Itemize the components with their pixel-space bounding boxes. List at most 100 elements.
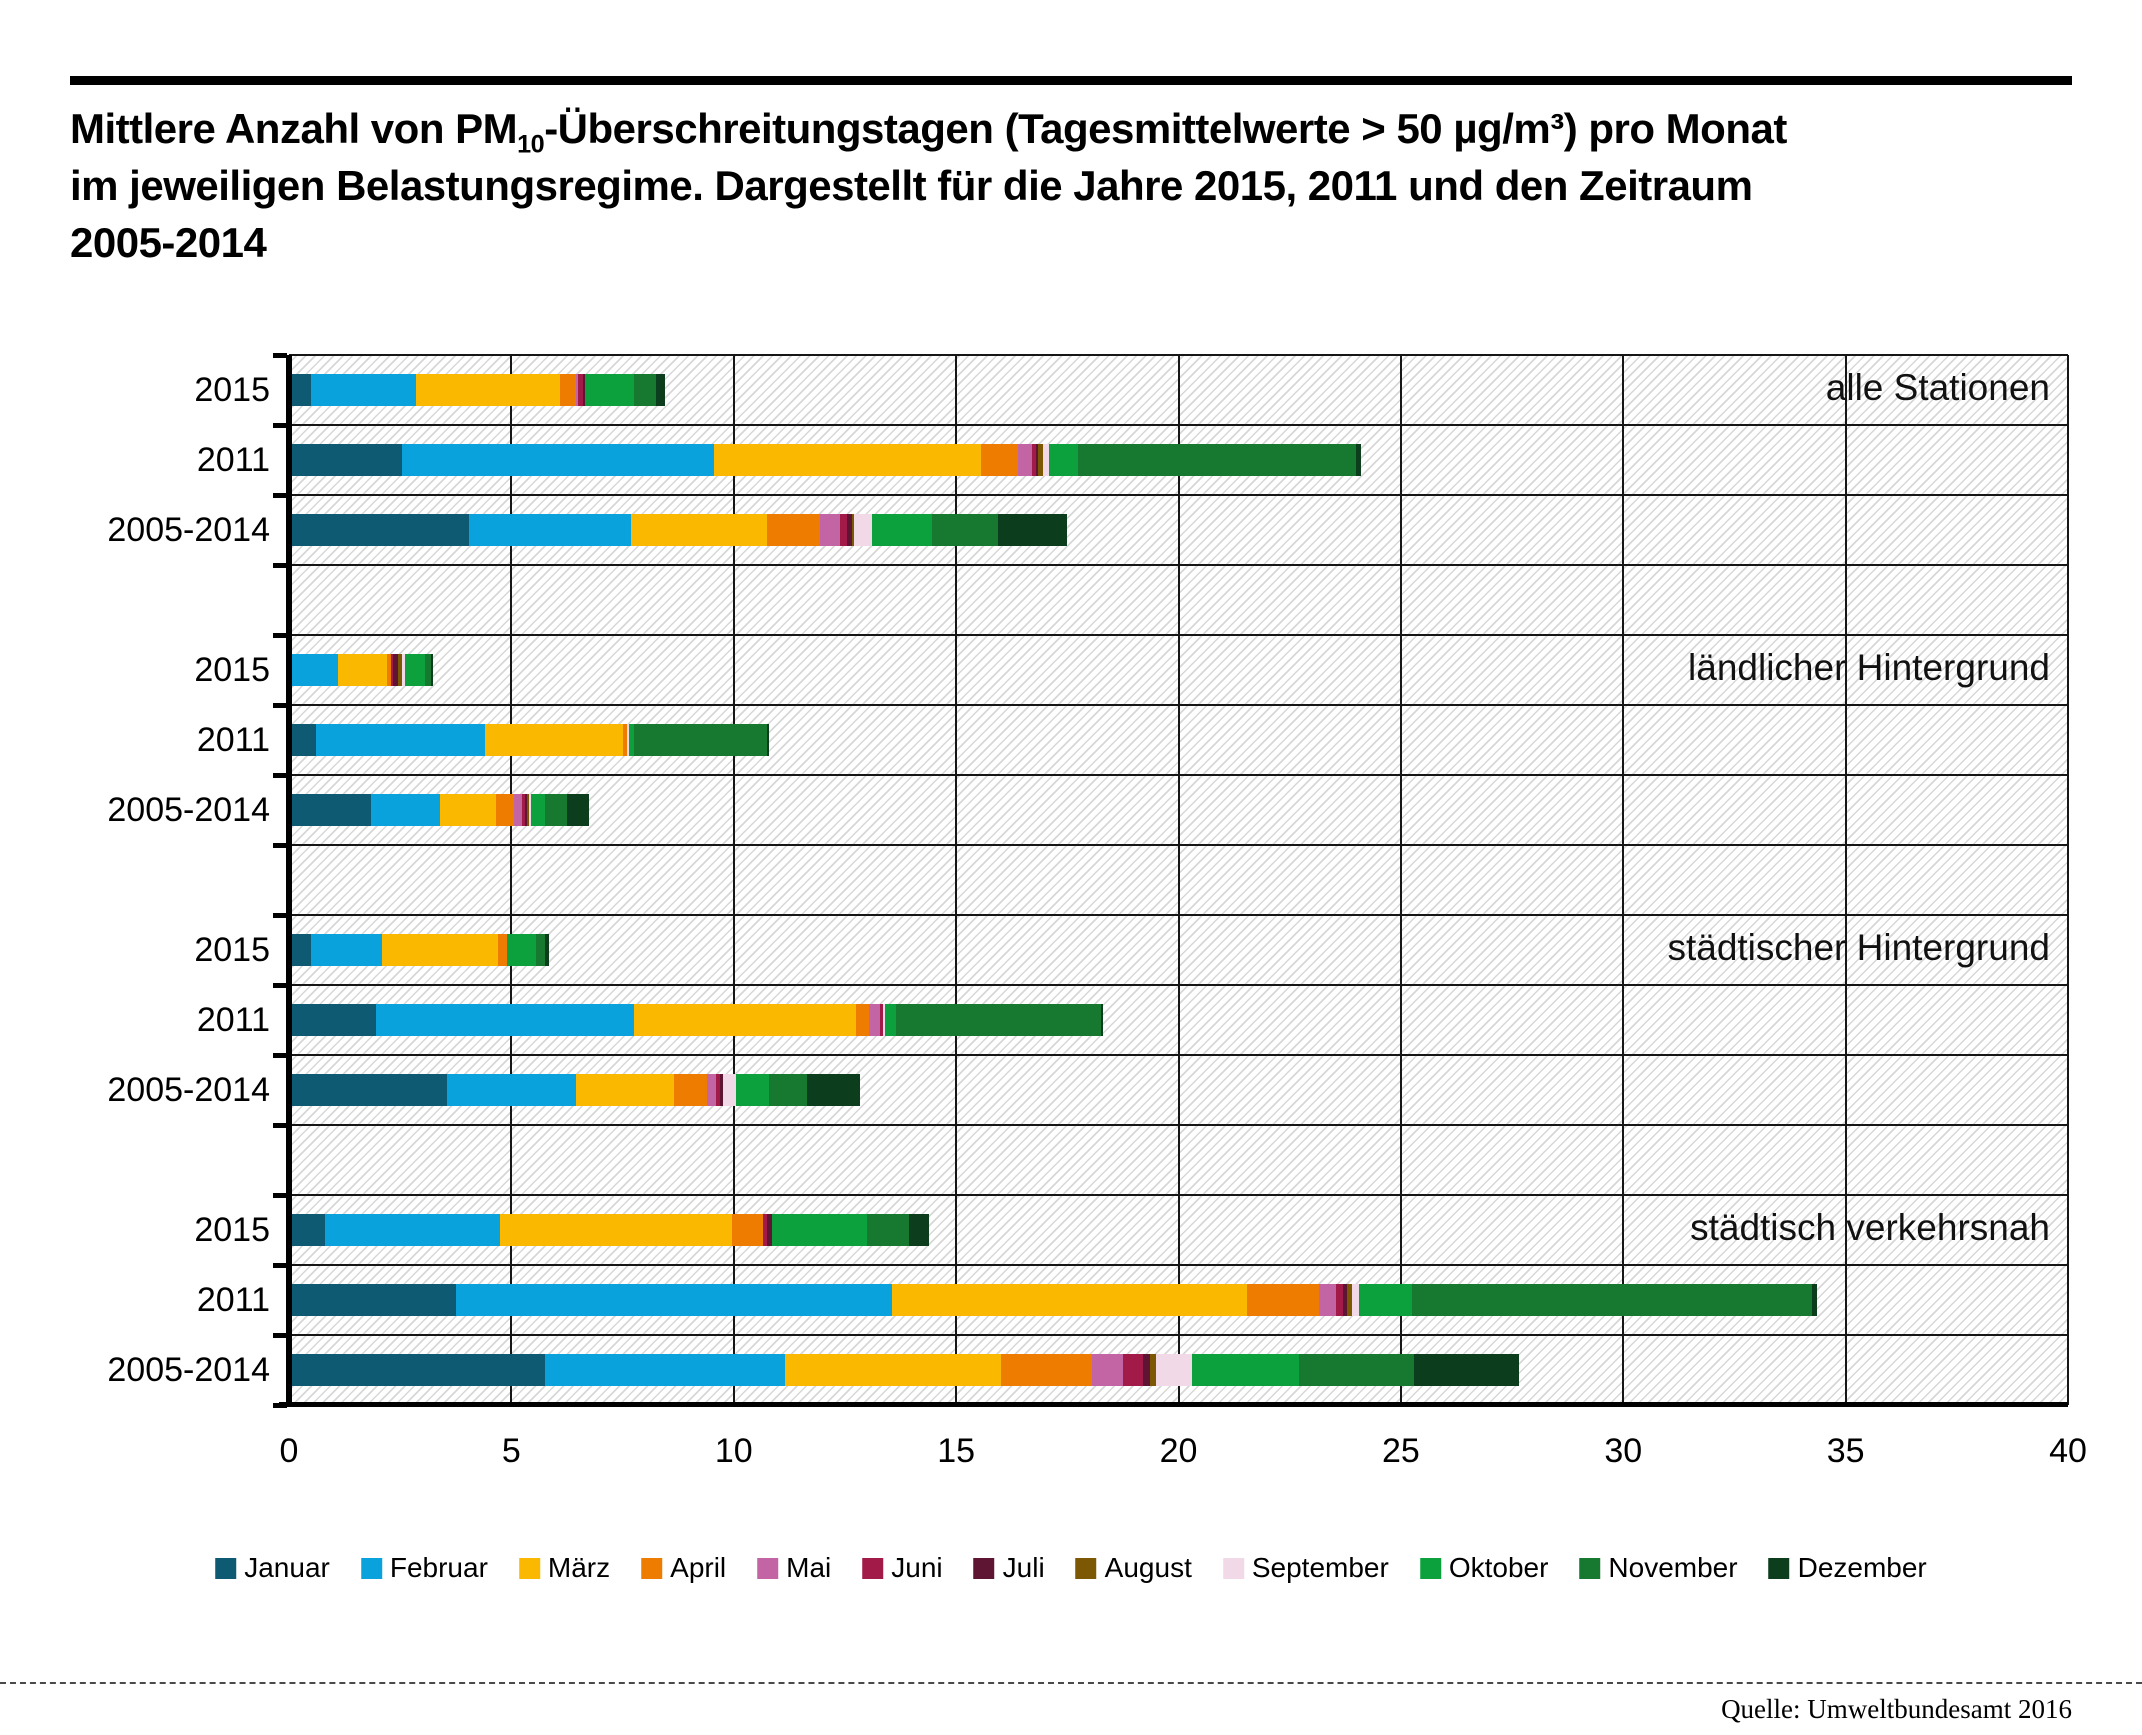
bar-segment-mai xyxy=(575,374,579,406)
bar-segment-märz xyxy=(337,654,387,686)
x-axis-tick-label: 20 xyxy=(1159,1432,1198,1470)
bar-segment-september xyxy=(1042,444,1050,476)
stacked-bar xyxy=(289,374,665,406)
row-label-year: 2005-2014 xyxy=(107,511,270,549)
bar-segment-märz xyxy=(713,444,981,476)
bar-segment-januar xyxy=(289,794,372,826)
x-axis-tick-label: 10 xyxy=(714,1432,753,1470)
bar-segment-märz xyxy=(500,1214,732,1246)
value-gridline xyxy=(955,355,958,1405)
bar-segment-dezember xyxy=(1414,1354,1519,1386)
bar-segment-september xyxy=(1351,1284,1359,1316)
bar-segment-oktober xyxy=(629,724,634,756)
bar-segment-oktober xyxy=(1049,444,1079,476)
bar-segment-juni xyxy=(578,374,583,406)
bar-segment-april xyxy=(767,514,821,546)
bar-segment-mai xyxy=(1091,1354,1123,1386)
bar-segment-februar xyxy=(311,934,383,966)
bar-segment-mai xyxy=(1318,1284,1337,1316)
band-gridline xyxy=(289,914,2068,916)
legend-swatch-icon xyxy=(973,1557,995,1579)
bar-segment-mai xyxy=(1018,444,1032,476)
bar-segment-märz xyxy=(891,1284,1248,1316)
bar-segment-juni xyxy=(840,514,848,546)
legend-swatch-icon xyxy=(1222,1557,1244,1579)
title-line2: im jeweiligen Belastungsregime. Dargeste… xyxy=(70,162,1753,209)
y-axis-tick xyxy=(273,843,287,848)
legend-item: Januar xyxy=(215,1552,330,1584)
bar-segment-november xyxy=(633,724,768,756)
bar-segment-november xyxy=(931,514,999,546)
legend-label: November xyxy=(1608,1552,1738,1583)
bar-segment-september xyxy=(882,1004,885,1036)
legend-item: November xyxy=(1579,1552,1738,1584)
legend-item: Februar xyxy=(360,1552,488,1584)
bar-segment-februar xyxy=(375,1004,634,1036)
bar-segment-oktober xyxy=(531,794,545,826)
band-gridline xyxy=(289,634,2068,636)
bar-segment-januar xyxy=(289,1074,447,1106)
legend-label: Januar xyxy=(244,1552,330,1583)
value-gridline xyxy=(1177,355,1180,1405)
bar-segment-juni xyxy=(522,794,525,826)
bar-segment-oktober xyxy=(404,654,425,686)
bar-segment-august xyxy=(526,794,530,826)
row-label-year: 2005-2014 xyxy=(107,1351,270,1389)
band-gridline xyxy=(289,704,2068,706)
stacked-bar xyxy=(289,444,1361,476)
chart-title: Mittlere Anzahl von PM10-Überschreitungs… xyxy=(70,100,2070,271)
stacked-bar xyxy=(289,1074,861,1106)
legend-swatch-icon xyxy=(641,1557,663,1579)
y-axis-tick xyxy=(273,1403,287,1408)
value-gridline xyxy=(732,355,735,1405)
bar-segment-oktober xyxy=(584,374,634,406)
legend-label: April xyxy=(670,1552,727,1583)
legend-item: März xyxy=(518,1552,610,1584)
row-label-year: 2015 xyxy=(194,931,270,969)
bar-segment-november xyxy=(535,934,545,966)
bar-segment-september xyxy=(853,514,872,546)
y-axis-tick xyxy=(273,423,287,428)
bar-segment-januar xyxy=(289,1284,456,1316)
bar-segment-november xyxy=(424,654,432,686)
bar-segment-dezember xyxy=(655,374,665,406)
legend-label: September xyxy=(1251,1552,1389,1583)
legend-swatch-icon xyxy=(1075,1557,1097,1579)
y-axis-tick xyxy=(273,1333,287,1338)
bar-segment-september xyxy=(529,794,532,826)
band-gridline xyxy=(289,984,2068,986)
legend-swatch-icon xyxy=(757,1557,779,1579)
bar-segment-april xyxy=(495,794,514,826)
bar-segment-september xyxy=(402,654,405,686)
bar-segment-januar xyxy=(289,934,312,966)
bar-segment-juni xyxy=(880,1004,883,1036)
bar-segment-dezember xyxy=(544,934,550,966)
y-axis-tick xyxy=(273,703,287,708)
legend-item: Oktober xyxy=(1419,1552,1548,1584)
band-gridline xyxy=(289,494,2068,496)
y-axis-tick xyxy=(273,633,287,638)
legend-item: Mai xyxy=(757,1552,831,1584)
bar-segment-oktober xyxy=(1191,1354,1299,1386)
bar-segment-september xyxy=(722,1074,736,1106)
bar-segment-august xyxy=(397,654,403,686)
value-gridline xyxy=(1844,355,1847,1405)
bar-segment-november xyxy=(867,1214,910,1246)
bar-segment-märz xyxy=(631,514,768,546)
legend-item: Juni xyxy=(862,1552,943,1584)
x-axis-tick-label: 40 xyxy=(2049,1432,2087,1470)
bar-segment-mai xyxy=(820,514,841,546)
legend-label: August xyxy=(1104,1552,1192,1583)
band-gridline xyxy=(289,1334,2068,1336)
bar-segment-november xyxy=(769,1074,808,1106)
y-axis-tick xyxy=(273,1123,287,1128)
x-axis-tick-label: 0 xyxy=(279,1432,299,1470)
legend-swatch-icon xyxy=(1768,1557,1790,1579)
y-axis-tick xyxy=(273,983,287,988)
bar-segment-februar xyxy=(446,1074,576,1106)
bar-segment-oktober xyxy=(735,1074,770,1106)
bar-segment-juli xyxy=(767,1214,772,1246)
bar-segment-januar xyxy=(289,374,312,406)
y-axis-tick xyxy=(273,1193,287,1198)
